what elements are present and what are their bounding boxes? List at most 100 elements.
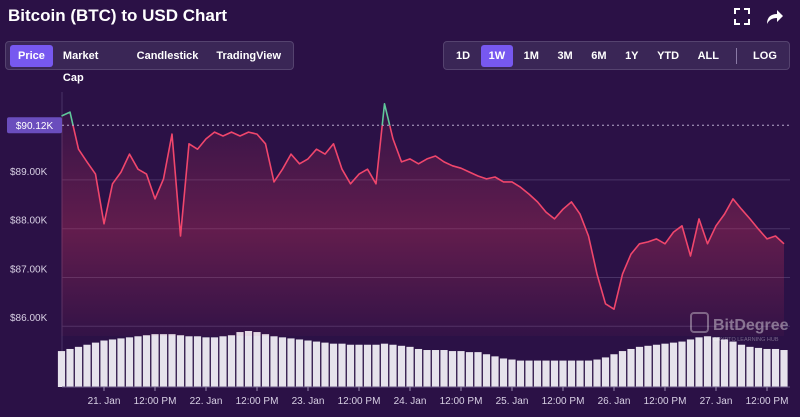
range-tab[interactable]: ALL <box>697 49 719 62</box>
volume-bar <box>720 339 729 387</box>
volume-bar <box>117 338 125 387</box>
volume-bar <box>100 340 108 387</box>
volume-bar <box>193 336 202 387</box>
volume-bar <box>686 339 695 387</box>
volume-bar <box>601 357 610 387</box>
x-tick-label: 12:00 PM <box>338 396 381 407</box>
x-tick-label: 21. Jan <box>88 396 121 407</box>
volume-bar <box>202 337 210 387</box>
volume-bar <box>134 336 142 387</box>
volume-bar <box>763 348 771 387</box>
page-title: Bitcoin (BTC) to USD Chart <box>8 6 228 25</box>
icon-bar <box>734 8 783 25</box>
volume-bar <box>151 334 159 387</box>
volume-bar <box>74 346 83 387</box>
volume-bar <box>227 335 236 387</box>
volume-bar <box>261 334 270 387</box>
range-tab[interactable]: 1W <box>480 44 514 67</box>
volume-bar <box>737 344 746 387</box>
range-tab[interactable]: 6M <box>591 49 607 62</box>
volume-bar <box>593 359 601 387</box>
volume-bar <box>363 344 372 387</box>
volume-bar <box>771 348 780 387</box>
volume-bar <box>508 359 516 387</box>
volume-bar <box>644 345 652 387</box>
current-price-box <box>7 117 62 134</box>
volume-bar <box>440 350 448 387</box>
volume-bar <box>236 332 244 387</box>
volume-bar <box>253 332 261 387</box>
range-tabs: 1D 1W 1M 3M 6M 1Y YTD ALL LOG <box>443 41 790 70</box>
x-tick-label: 12:00 PM <box>542 396 585 407</box>
y-tick-label: $86.00K <box>10 313 48 324</box>
volume-bar <box>355 344 363 387</box>
volume-bar <box>142 335 151 387</box>
volume-bar <box>304 340 312 387</box>
price-area <box>61 103 784 336</box>
volume-bar <box>244 331 253 387</box>
volume-bar <box>516 360 525 387</box>
y-tick-label: $87.00K <box>10 264 48 275</box>
volume-bar <box>372 344 380 387</box>
volume-bar <box>635 346 644 387</box>
volume-bar <box>278 337 287 387</box>
volume-bar <box>210 337 219 387</box>
range-tab[interactable]: 3M <box>557 49 573 62</box>
volume-bar <box>533 360 542 387</box>
y-tick-label: $88.00K <box>10 216 48 227</box>
x-tick-label: 26. Jan <box>598 396 631 407</box>
volume-bar <box>482 354 491 387</box>
volume-bar <box>312 341 321 387</box>
volume-bar <box>542 360 550 387</box>
volume-bar <box>525 360 533 387</box>
x-tick-label: 27. Jan <box>700 396 733 407</box>
range-tab[interactable]: 1Y <box>625 49 639 62</box>
view-tab[interactable]: TradingView <box>216 49 281 62</box>
volume-bar <box>457 351 465 387</box>
range-tab[interactable]: 1D <box>456 49 471 62</box>
log-toggle[interactable]: LOG <box>753 49 777 62</box>
volume-bar <box>491 356 499 387</box>
volume-bar <box>584 360 593 387</box>
volume-bar <box>703 336 712 387</box>
volume-bar <box>66 348 74 387</box>
volume-bar <box>550 360 559 387</box>
x-tick-label: 12:00 PM <box>440 396 483 407</box>
volume-bar <box>91 342 100 387</box>
share-icon[interactable] <box>767 10 783 24</box>
watermark-tagline: CRYPTO LEARNING HUB <box>713 337 779 343</box>
fullscreen-icon[interactable] <box>734 8 750 25</box>
volume-bar <box>287 338 295 387</box>
view-tab[interactable]: Price <box>10 44 53 67</box>
volume-bar <box>661 343 669 387</box>
volume-bar <box>627 348 635 387</box>
range-tab[interactable]: YTD <box>657 49 680 62</box>
volume-bar <box>474 352 482 387</box>
x-tick-label: 25. Jan <box>496 396 529 407</box>
volume-bar <box>270 336 278 387</box>
volume-bar <box>695 337 703 387</box>
volume-bar <box>414 348 423 387</box>
x-tick-label: 23. Jan <box>292 396 325 407</box>
volume-bar <box>610 354 618 387</box>
watermark-name: BitDegree <box>713 317 789 334</box>
volume-bar <box>83 344 91 387</box>
watermark-logo <box>690 312 709 333</box>
volume-bar <box>669 342 678 387</box>
view-tab[interactable]: Candlestick <box>136 49 199 62</box>
volume-bar <box>729 341 737 387</box>
view-tab[interactable]: Market Cap <box>62 49 99 84</box>
range-tab[interactable]: 1M <box>523 49 539 62</box>
volume-bar <box>448 351 457 387</box>
volume-bar <box>576 360 584 387</box>
volume-bar <box>406 346 414 387</box>
volume-bar <box>380 343 389 387</box>
volume-bar <box>746 346 754 387</box>
volume-bar <box>219 336 227 387</box>
volume-bar <box>567 360 576 387</box>
volume-bar <box>712 337 720 387</box>
y-tick-label: $89.00K <box>10 167 48 178</box>
volume-bar <box>338 343 346 387</box>
